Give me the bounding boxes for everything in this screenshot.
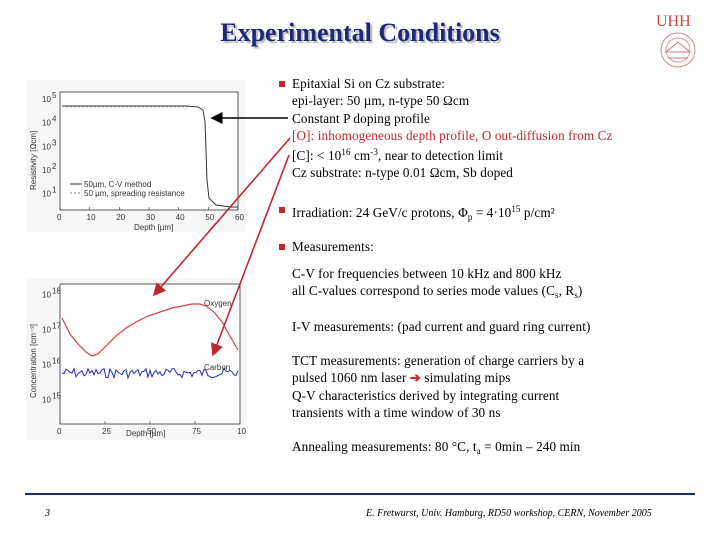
bullet-3: Measurements: bbox=[292, 239, 374, 254]
tct-line-1: TCT measurements: generation of charge c… bbox=[292, 353, 585, 368]
measurements-annealing: Annealing measurements: 80 °C, ta = 0min… bbox=[292, 439, 581, 456]
measurements-iv: I-V measurements: (pad current and guard… bbox=[292, 319, 591, 334]
x-tick-label: 10 bbox=[87, 213, 96, 222]
x-tick-label: 0 bbox=[57, 213, 62, 222]
y-tick-label: 10 bbox=[42, 119, 51, 128]
x-tick-label: 20 bbox=[116, 213, 125, 222]
y-tick-exponent: 16 bbox=[52, 357, 61, 366]
concentration-plot: Oxygen Carbon 0255075100 101810171016101… bbox=[26, 278, 246, 440]
y-tick-exponent: 2 bbox=[52, 162, 57, 171]
bullet-1-marker bbox=[279, 81, 285, 87]
y-tick-label: 10 bbox=[42, 291, 51, 300]
tct-line-3: Q-V characteristics derived by integrati… bbox=[292, 387, 560, 403]
right-arrow-icon: ➔ bbox=[409, 370, 421, 386]
page-number: 3 bbox=[45, 508, 50, 519]
y-tick-label: 10 bbox=[42, 326, 51, 335]
y-tick-exponent: 3 bbox=[52, 138, 57, 147]
measurements-tct: TCT measurements: generation of charge c… bbox=[292, 352, 584, 421]
x-tick-label: 0 bbox=[57, 427, 62, 436]
x-tick-label: 30 bbox=[146, 213, 155, 222]
x-tick-label: 75 bbox=[192, 427, 201, 436]
plot2-series-oxygen bbox=[61, 303, 239, 357]
bullet-1-line-1: Epitaxial Si on Cz substrate: bbox=[292, 76, 446, 91]
logo-text: UHH bbox=[656, 13, 691, 30]
plot1-legend: 50µm, C-V method 50 µm, spreading resist… bbox=[70, 180, 185, 198]
resistivity-plot: 50µm, C-V method 50 µm, spreading resist… bbox=[26, 80, 246, 232]
bullet-1-line-5: [C]: < 1016 cm-3, near to detection limi… bbox=[292, 147, 504, 164]
y-tick-label: 10 bbox=[42, 361, 51, 370]
university-logo-icon: UHH bbox=[656, 13, 696, 68]
plot1-legend-1: 50µm, C-V method bbox=[84, 180, 151, 189]
bullet-1-line-2: epi-layer: 50 µm, n-type 50 Ωcm bbox=[292, 93, 470, 109]
y-tick-label: 10 bbox=[42, 396, 51, 405]
x-tick-label: 50 bbox=[147, 427, 156, 436]
plot1-xlabel: Depth [µm] bbox=[134, 223, 173, 232]
bullet-1-line-4: [O]: inhomogeneous depth profile, O out-… bbox=[292, 127, 613, 143]
page-title: Experimental Conditions bbox=[220, 18, 500, 47]
y-tick-exponent: 18 bbox=[52, 287, 61, 296]
y-tick-label: 10 bbox=[42, 142, 51, 151]
cv-line-1: C-V for frequencies between 10 kHz and 8… bbox=[292, 266, 562, 281]
plot2-xlabel: Depth [µm] bbox=[126, 429, 165, 438]
bullet-1-line-6: Cz substrate: n-type 0.01 Ωcm, Sb doped bbox=[292, 165, 514, 181]
tct-line-4: transients with a time window of 30 ns bbox=[292, 404, 501, 420]
bullet-2-marker bbox=[279, 207, 285, 213]
plot1-series-cv bbox=[62, 105, 238, 208]
y-tick-exponent: 4 bbox=[52, 115, 57, 124]
plot2-series-label-oxygen: Oxygen bbox=[204, 299, 232, 308]
plot2-ylabel: Concentration [cm⁻³] bbox=[29, 324, 38, 398]
plot1-ylabel: Resistivity [Ωcm] bbox=[29, 131, 38, 190]
x-tick-label: 25 bbox=[102, 427, 111, 436]
measurements-cv: C-V for frequencies between 10 kHz and 8… bbox=[292, 265, 582, 305]
plot2-series-carbon bbox=[61, 367, 239, 380]
bullet-3-marker bbox=[279, 244, 285, 250]
bullet-1: Epitaxial Si on Cz substrate: epi-layer:… bbox=[292, 75, 612, 182]
plot2-x-ticks: 0 25 50 75 100 bbox=[57, 421, 246, 436]
footer-line bbox=[25, 493, 695, 495]
plot1-x-ticks: 0 10 20 30 40 50 60 bbox=[57, 207, 244, 222]
y-tick-exponent: 5 bbox=[52, 91, 57, 100]
arrow-to-oxygen bbox=[152, 137, 291, 297]
y-tick-label: 10 bbox=[42, 95, 51, 104]
y-tick-exponent: 17 bbox=[52, 322, 61, 331]
tct-line-2: pulsed 1060 nm laser ➔ simulating mips bbox=[292, 370, 511, 386]
bullet-2: Irradiation: 24 GeV/c protons, Φp = 4·10… bbox=[292, 204, 555, 222]
plot1-legend-2: 50 µm, spreading resistance bbox=[84, 189, 185, 198]
y-tick-label: 10 bbox=[42, 166, 51, 175]
cv-line-2: all C-values correspond to series mode v… bbox=[292, 283, 583, 301]
y-tick-exponent: 1 bbox=[52, 185, 57, 194]
x-tick-label: 100 bbox=[237, 427, 246, 436]
y-tick-exponent: 15 bbox=[52, 392, 61, 401]
plot2-series-label-carbon: Carbon bbox=[204, 363, 230, 372]
x-tick-label: 40 bbox=[176, 213, 185, 222]
x-tick-label: 60 bbox=[235, 213, 244, 222]
footer-credit: E. Fretwurst, Univ. Hamburg, RD50 worksh… bbox=[366, 508, 652, 519]
arrow-to-carbon bbox=[210, 154, 290, 357]
x-tick-label: 50 bbox=[205, 213, 214, 222]
bullet-1-line-3: Constant P doping profile bbox=[292, 110, 430, 126]
y-tick-label: 10 bbox=[42, 189, 51, 198]
